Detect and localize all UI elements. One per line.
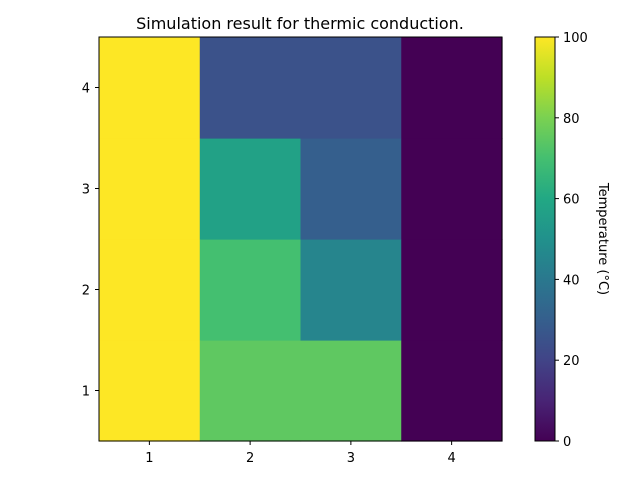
heatmap-cell [401, 340, 503, 442]
heatmap-cell [300, 239, 402, 341]
colorbar [534, 36, 556, 442]
x-tick-label: 4 [447, 451, 455, 466]
heatmap-cell [199, 340, 302, 442]
heatmap-cell [199, 37, 302, 139]
heatmap-cell [401, 239, 503, 341]
y-axis: 1 2 3 4 [82, 82, 99, 400]
y-tick-label: 1 [82, 385, 90, 400]
heatmap-cell [401, 138, 503, 240]
heatmap-cell [199, 138, 302, 240]
chart-title: Simulation result for thermic conduction… [136, 14, 464, 33]
heatmap-cell [199, 239, 302, 341]
heatmap-cells [99, 37, 503, 442]
heatmap-cell [99, 37, 201, 139]
y-tick-label: 2 [82, 284, 90, 299]
colorbar-tick-label: 100 [563, 31, 588, 46]
colorbar-tick-label: 40 [563, 273, 580, 288]
x-axis: 1 2 3 4 [145, 441, 456, 466]
colorbar-label: Temperature (°C) [595, 182, 610, 295]
heatmap-cell [99, 239, 201, 341]
colorbar-ticks: 0 20 40 60 80 100 [555, 31, 588, 450]
heatmap-cell [300, 37, 402, 139]
heatmap-cell [99, 138, 201, 240]
x-tick-label: 2 [246, 451, 254, 466]
x-tick-label: 1 [145, 451, 153, 466]
colorbar-tick-label: 60 [563, 193, 580, 208]
colorbar-tick-label: 20 [563, 354, 580, 369]
colorbar-tick-label: 0 [563, 435, 571, 450]
colorbar-tick-label: 80 [563, 112, 580, 127]
heatmap-cell [99, 340, 201, 442]
plot-frame [98, 36, 503, 442]
x-tick-label: 3 [347, 451, 355, 466]
y-tick-label: 3 [82, 183, 90, 198]
y-tick-label: 4 [82, 82, 90, 97]
heatmap-cell [300, 340, 402, 442]
heatmap-cell [401, 37, 503, 139]
heatmap-cell [300, 138, 402, 240]
